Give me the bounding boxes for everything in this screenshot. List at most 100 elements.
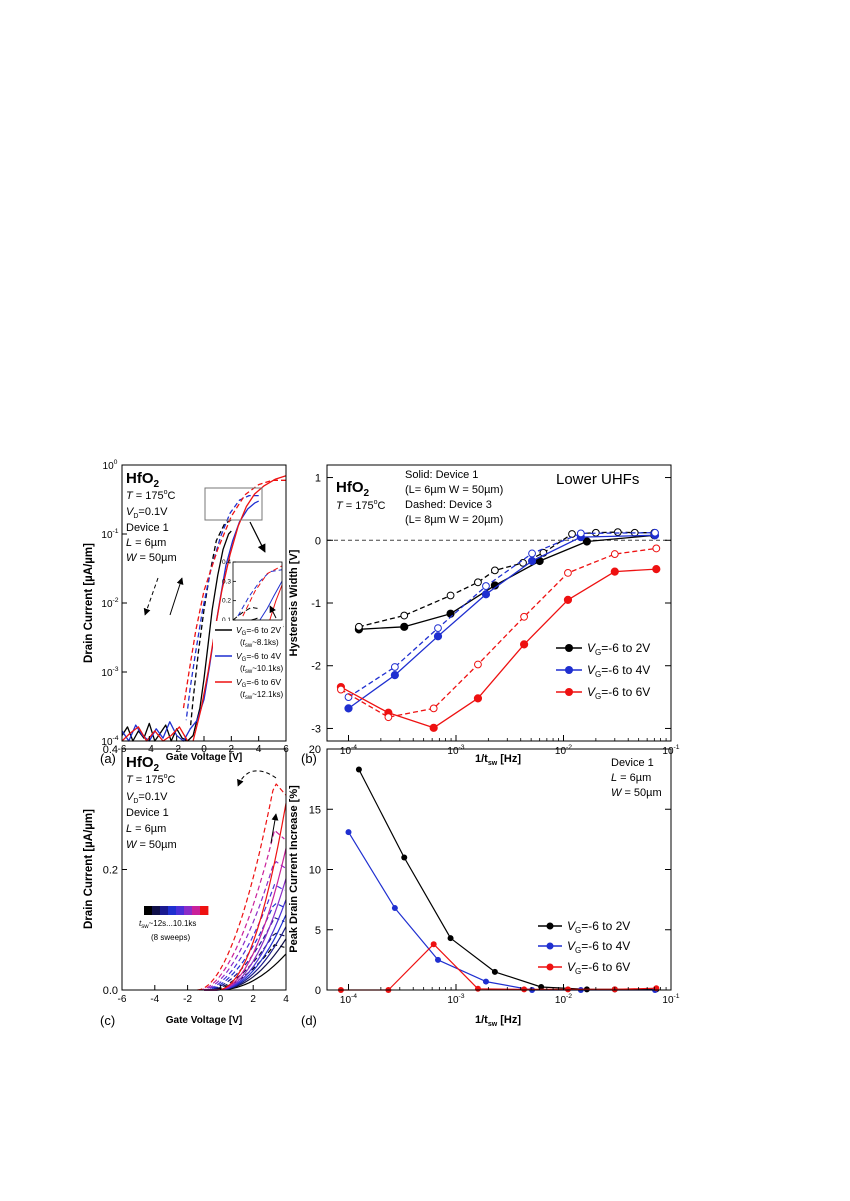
panel-a-legend-entry: VG=-6 to 6V (tsw~12.1ks) (215, 677, 284, 701)
y-tick-label: 5 (315, 925, 321, 937)
x-tick-label: 4 (283, 994, 289, 1005)
hysteresis-curve (340, 568, 657, 729)
data-point (434, 956, 441, 963)
hysteresis-curve (348, 534, 656, 709)
data-point (391, 905, 398, 912)
y-tick-label: 0.0 (103, 985, 118, 997)
legend-marker (565, 644, 573, 652)
inset-y-tick-label: 0.3 (222, 578, 231, 585)
legend-marker (565, 666, 573, 674)
data-point (582, 537, 591, 546)
hysteresis-curve (340, 547, 657, 718)
y-tick-label: 10-2 (101, 597, 118, 610)
inset-curve (232, 606, 258, 621)
data-point (473, 694, 483, 703)
panel-d-label: (d) (301, 1013, 317, 1028)
y-tick-label: -2 (311, 661, 321, 673)
sweep-reverse-curve (199, 829, 285, 991)
panel-b-dashed-note: Dashed: Device 3 (405, 499, 492, 511)
data-point (610, 567, 619, 576)
data-point-open (576, 529, 585, 538)
x-tick-label: 10-2 (555, 993, 572, 1006)
x-tick-label: 10-1 (662, 744, 679, 757)
y-tick-label: 0 (315, 985, 321, 997)
panel-d-y-axis-label: Peak Drain Current Increase [%] (288, 785, 300, 953)
panel-c-plot-area (197, 783, 287, 991)
panel-a-legend: VG=-6 to 2V (tsw~8.1ks) VG=-6 to 4V (tsw… (213, 621, 284, 701)
data-point (401, 854, 408, 861)
panel-b-legend: VG=-6 to 2V VG=-6 to 4V VG=-6 to 6V (556, 641, 650, 701)
panel-b-solid-note: Solid: Device 1 (405, 469, 478, 481)
transfer-curve (192, 475, 287, 742)
panel-d-legend: VG=-6 to 2V VG=-6 to 4V VG=-6 to 6V (538, 919, 630, 976)
data-point-open (528, 549, 536, 558)
data-point-open (568, 530, 576, 538)
y-tick-label: 0 (315, 535, 321, 547)
peak-increase-curve (358, 769, 657, 991)
panel-c-y-axis-label: Drain Current [µA/µm] (83, 809, 95, 929)
y-tick-label: 10-4 (101, 735, 118, 748)
data-point-open (490, 566, 499, 575)
panel-a-width: W = 50µm (126, 552, 177, 564)
panel-a-sweep-arrow-solid (169, 577, 184, 616)
legend-label: VG=-6 to 2V (236, 625, 281, 637)
panel-a-length: L = 6µm (126, 537, 166, 549)
inset-curve (237, 569, 283, 617)
data-point-open (429, 704, 438, 713)
legend-sweep-time: (tsw~8.1ks) (240, 638, 279, 649)
legend-marker (546, 922, 554, 930)
sweep-reverse-curve (197, 783, 287, 991)
panel-a-material: HfO2 (126, 470, 160, 490)
panel-d-width: W = 50µm (611, 787, 662, 799)
panel-d-frame (326, 748, 672, 991)
data-point (482, 978, 489, 985)
x-tick-label: -6 (118, 994, 127, 1005)
panel-a-legend-entry: VG=-6 to 4V (tsw~10.1ks) (215, 651, 284, 675)
panel-b-legend-entry: VG=-6 to 6V (556, 685, 650, 701)
y-tick-label: -3 (311, 723, 321, 735)
data-point (652, 565, 661, 574)
panel-c-temperature: T = 175oC (126, 773, 176, 786)
panel-a-label: (a) (100, 751, 116, 766)
colorbar-segment (160, 906, 169, 915)
y-tick-label: 10-3 (101, 666, 118, 679)
legend-label: VG=-6 to 6V (587, 685, 650, 701)
y-tick-label: 1 (315, 473, 321, 485)
legend-marker (546, 963, 554, 971)
data-point (519, 640, 529, 649)
panel-a-x-axis-label: Gate Voltage [V] (166, 752, 243, 763)
panel-c-width: W = 50µm (126, 839, 177, 851)
inset-y-tick-label: 0.2 (222, 598, 231, 605)
panel-c-drain-voltage: VD=0.1V (126, 791, 168, 805)
data-point-open (337, 685, 345, 694)
data-point-open (564, 568, 572, 577)
panel-a-legend-background (213, 621, 283, 701)
legend-sweep-time: (tsw~10.1ks) (240, 664, 284, 675)
x-tick-label: 10-4 (340, 744, 357, 757)
panel-d-legend-entry: VG=-6 to 4V (538, 939, 630, 955)
y-tick-label: 20 (309, 744, 321, 756)
panel-d-legend-entry: VG=-6 to 6V (538, 960, 630, 976)
data-point (430, 941, 437, 948)
legend-label: VG=-6 to 4V (587, 663, 650, 679)
panel-c-label: (c) (100, 1013, 115, 1028)
data-point (429, 723, 438, 732)
data-point (344, 704, 353, 713)
legend-label: VG=-6 to 4V (567, 939, 630, 955)
colorbar-segment (176, 906, 185, 915)
colorbar-segment (200, 906, 209, 915)
legend-marker (565, 688, 573, 696)
data-point (355, 766, 362, 773)
panel-b-legend-entry: VG=-6 to 2V (556, 641, 650, 657)
panel-d-plot-area (337, 766, 660, 993)
panel-b-y-axis-label: Hysteresis Width [V] (288, 549, 300, 656)
data-point-open (474, 578, 482, 587)
data-point-open (651, 528, 659, 537)
inset-y-tick-label: 0.4 (222, 559, 231, 566)
x-tick-label: 10-2 (555, 744, 572, 757)
data-point (390, 671, 399, 680)
panel-a-device: Device 1 (126, 522, 169, 534)
panel-b-tag: Lower UHFs (556, 471, 639, 488)
